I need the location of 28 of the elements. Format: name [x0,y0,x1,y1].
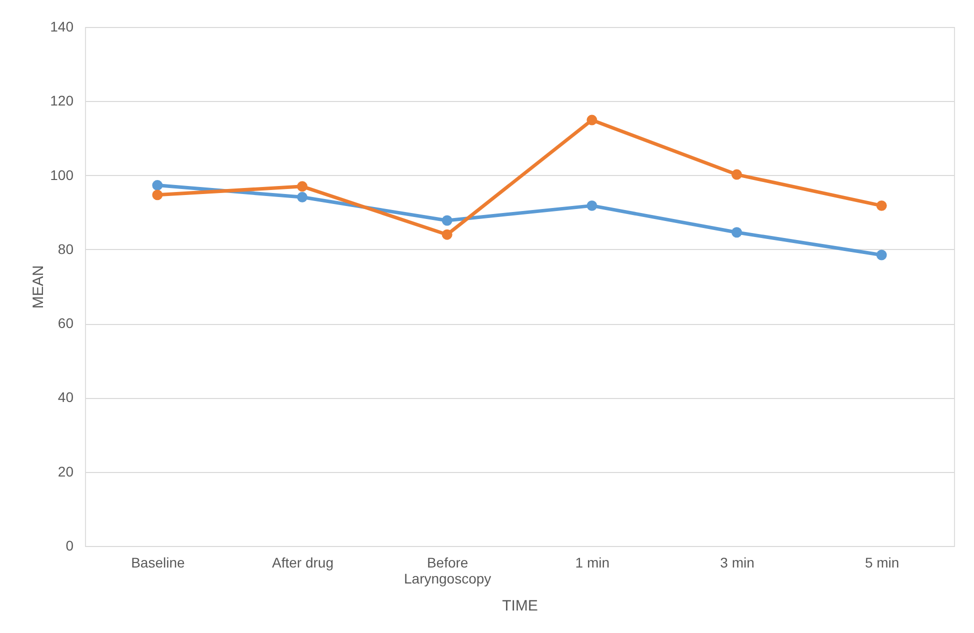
point [152,190,163,200]
x-tick-label: 5 min [864,554,900,570]
point [297,192,308,202]
point [442,215,452,226]
y-tick-label: 140 [50,18,74,34]
y-tick-label: 0 [66,538,74,554]
y-tick-label: 100 [50,166,74,183]
point [876,250,887,260]
y-tick-label: 20 [58,463,74,480]
point [586,114,598,126]
y-tick-label: 60 [58,315,74,332]
y-axis-title: MEAN [30,265,48,309]
x-tick-label: Before Laryngoscopy [404,554,492,586]
point [297,181,308,192]
point [732,227,742,238]
x-tick-label: 1 min [575,554,610,570]
y-tick-label: 80 [58,240,74,257]
point [586,200,598,211]
point [732,169,742,180]
x-tick-label: 3 min [720,554,754,570]
point [152,180,163,191]
y-tick-label: 40 [58,389,74,406]
x-tick-label: Baseline [131,554,185,570]
x-tick-label: After drug [272,554,334,570]
y-tick-label: 120 [50,92,74,109]
point [876,200,887,211]
point [442,229,452,240]
x-axis-title: TIME [502,598,538,614]
